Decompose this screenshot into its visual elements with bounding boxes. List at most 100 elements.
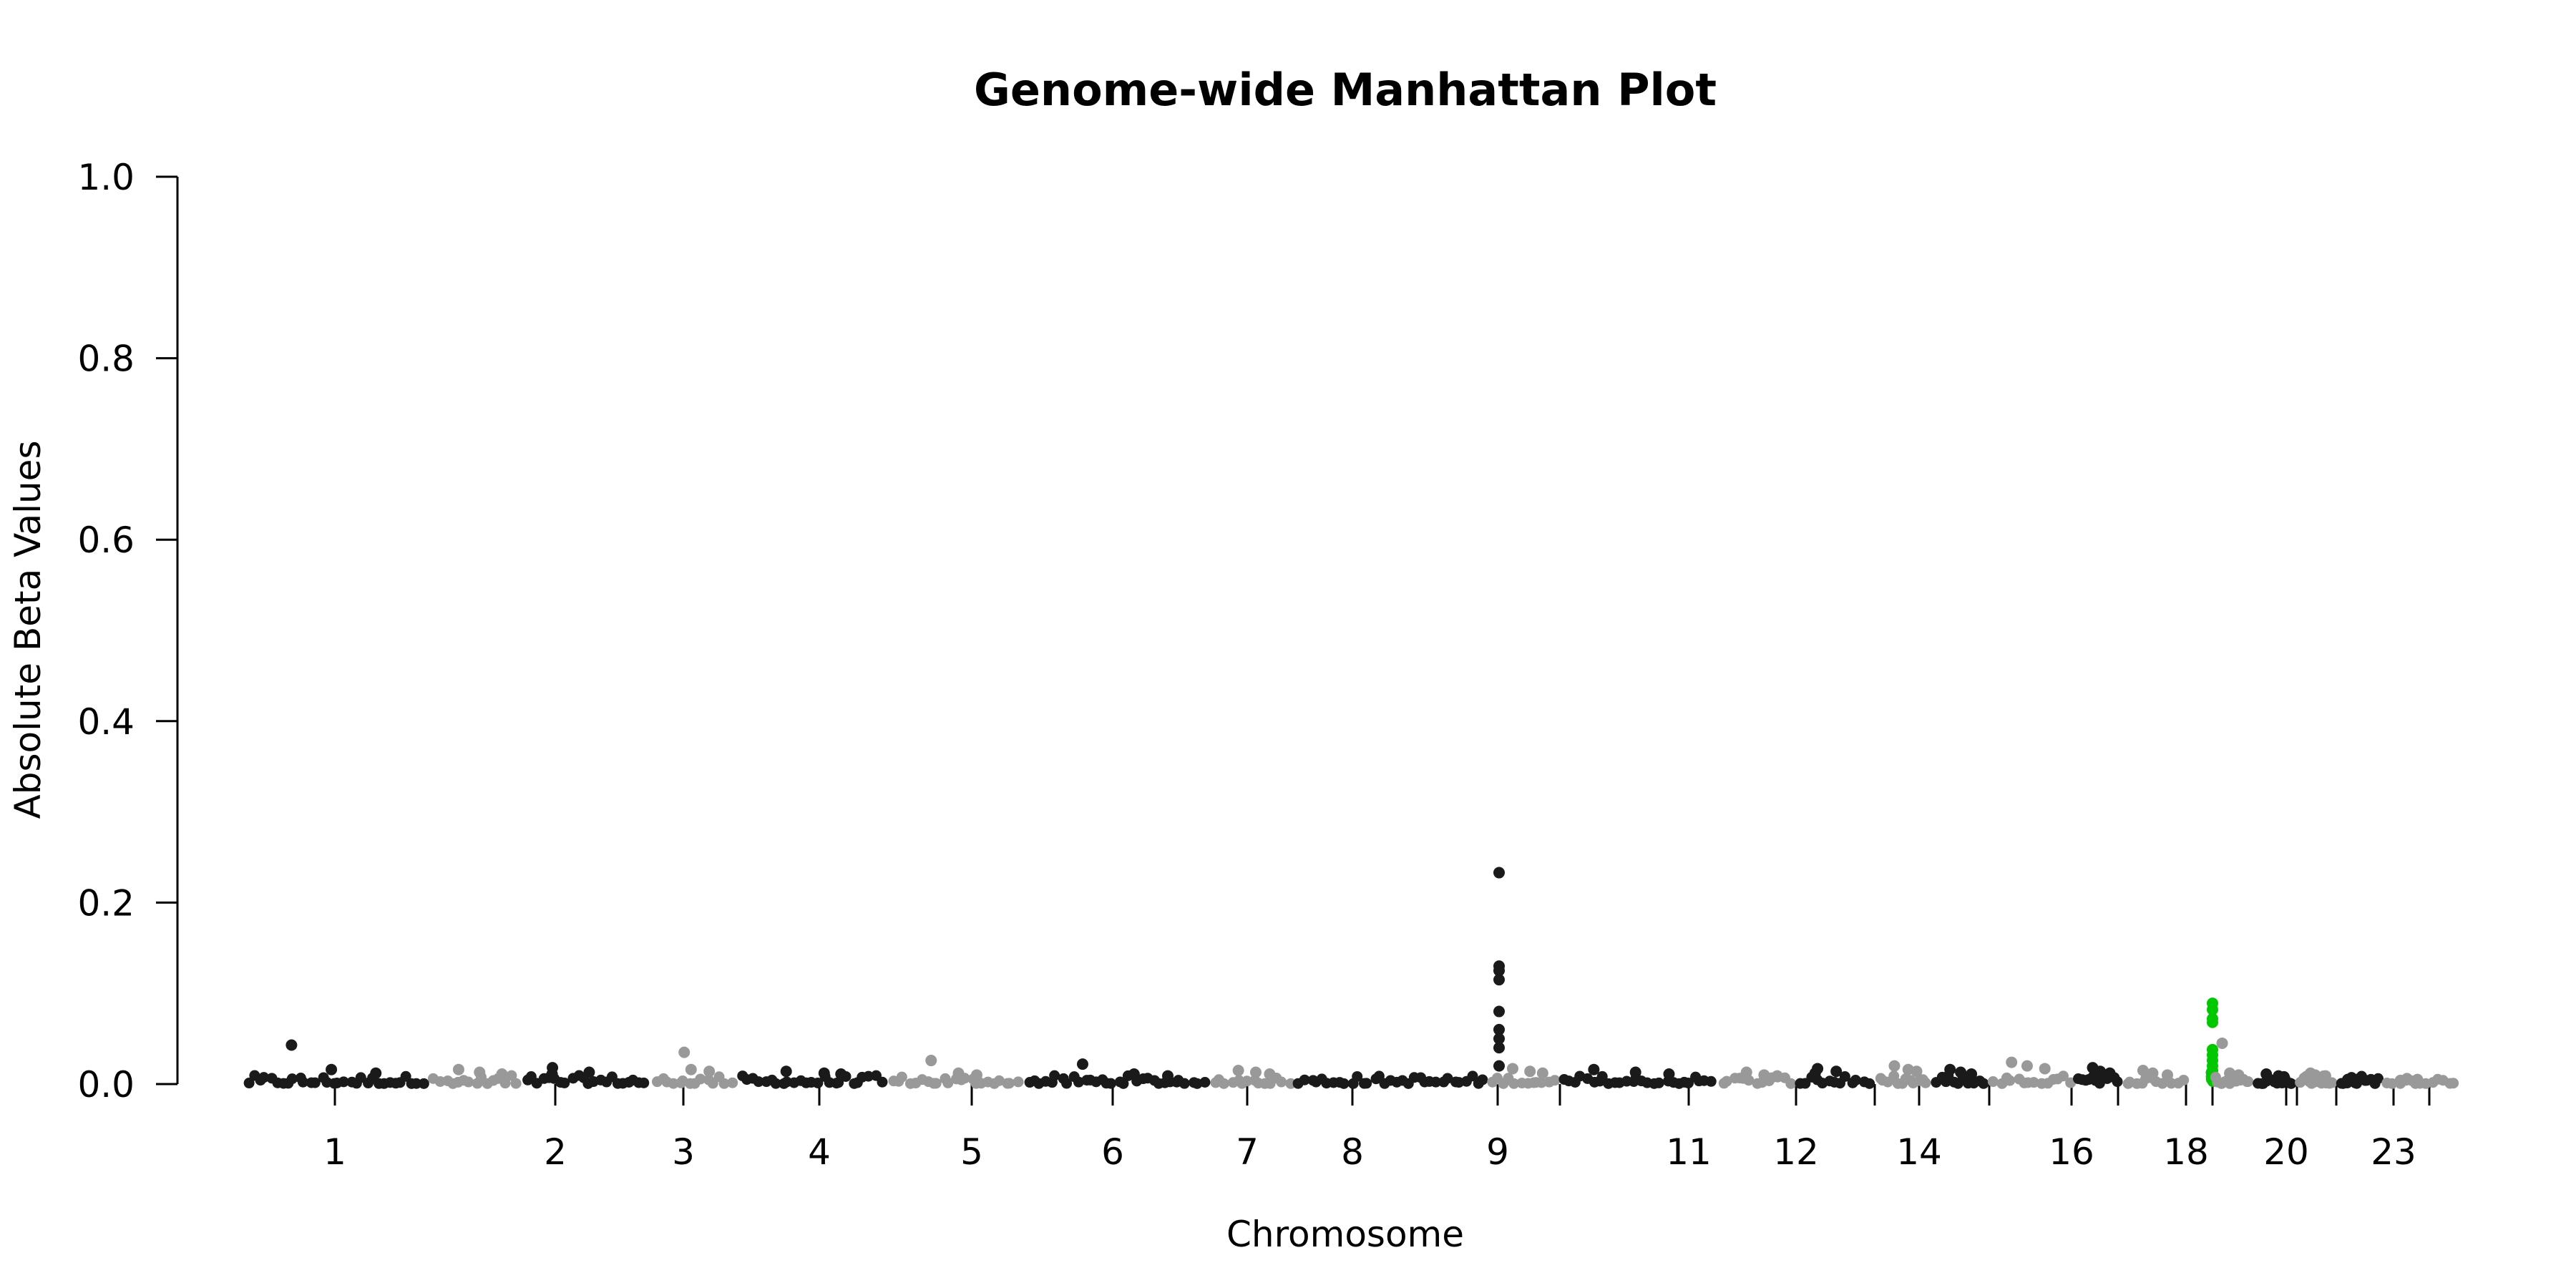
data-point <box>2137 1064 2149 1076</box>
data-point <box>1162 1070 1174 1082</box>
data-point <box>506 1070 517 1081</box>
data-point <box>1850 1075 1861 1086</box>
x-tick-label: 5 <box>960 1131 983 1173</box>
data-point <box>1588 1063 1600 1075</box>
data-point <box>925 1055 937 1067</box>
data-point <box>2207 1004 2218 1016</box>
data-point <box>463 1076 474 1088</box>
data-point <box>2411 1073 2424 1085</box>
data-point <box>1864 1078 1875 1089</box>
data-point <box>243 1078 255 1089</box>
x-tick-label: 11 <box>1666 1131 1712 1173</box>
data-point <box>1839 1070 1850 1082</box>
data-point <box>678 1046 691 1058</box>
data-point <box>1493 1060 1505 1072</box>
data-point <box>1467 1070 1478 1082</box>
data-point <box>703 1065 716 1078</box>
data-point <box>1199 1077 1211 1088</box>
data-point <box>2224 1067 2236 1079</box>
data-point <box>1740 1066 1752 1078</box>
data-point <box>727 1077 738 1088</box>
data-point <box>2342 1073 2354 1085</box>
data-point <box>993 1075 1005 1086</box>
data-point <box>1430 1076 1442 1088</box>
data-points <box>243 867 2459 1089</box>
data-point <box>812 1077 824 1088</box>
data-point <box>1073 1076 1084 1088</box>
data-point <box>1785 1078 1797 1089</box>
data-point <box>546 1068 558 1080</box>
x-axis-label: Chromosome <box>1226 1214 1464 1255</box>
data-point <box>2004 1075 2016 1086</box>
data-point <box>496 1068 508 1080</box>
x-tick-label: 7 <box>1236 1131 1259 1173</box>
data-point <box>1955 1066 1967 1078</box>
data-point <box>2233 1069 2245 1081</box>
data-point <box>1911 1065 1923 1078</box>
data-point <box>1276 1076 1287 1088</box>
y-tick-label: 0.2 <box>77 882 135 924</box>
data-point <box>1118 1078 1129 1089</box>
data-point <box>1218 1078 1229 1089</box>
x-tick-label: 1 <box>323 1131 346 1173</box>
data-point <box>1493 974 1505 986</box>
data-point <box>2309 1069 2321 1081</box>
data-point <box>952 1067 965 1079</box>
data-point <box>1629 1066 1641 1078</box>
x-tick-label: 2 <box>544 1131 567 1173</box>
data-point <box>1653 1077 1664 1088</box>
data-point <box>1830 1065 1843 1078</box>
data-point <box>411 1078 422 1089</box>
data-point <box>1128 1068 1140 1080</box>
data-point <box>1076 1058 1088 1070</box>
y-tick-label: 0.0 <box>77 1064 135 1106</box>
data-point <box>835 1068 847 1080</box>
data-point <box>297 1076 308 1088</box>
data-point <box>559 1077 570 1088</box>
x-tick-label: 3 <box>672 1131 695 1173</box>
data-point <box>2260 1068 2273 1080</box>
data-point <box>2353 1073 2366 1085</box>
data-point <box>2147 1067 2159 1079</box>
data-point <box>2104 1067 2116 1079</box>
data-point <box>1361 1078 1372 1089</box>
data-point <box>510 1078 522 1089</box>
data-point <box>286 1073 298 1085</box>
x-tick-label: 18 <box>2163 1131 2209 1173</box>
data-point <box>1596 1070 1608 1082</box>
data-point <box>1809 1067 1821 1079</box>
data-point <box>1232 1064 1244 1076</box>
data-point <box>2112 1076 2123 1088</box>
x-tick-label: 20 <box>2263 1131 2309 1173</box>
data-point <box>1771 1070 1783 1082</box>
data-point <box>1249 1066 1262 1078</box>
y-tick-label: 1.0 <box>77 157 135 198</box>
data-point <box>1338 1078 1350 1089</box>
data-point <box>1003 1078 1015 1089</box>
data-point <box>452 1063 464 1075</box>
data-point <box>1508 1078 1520 1089</box>
data-point <box>1966 1068 1978 1080</box>
data-point <box>1241 1075 1253 1087</box>
y-tick-label: 0.6 <box>77 519 135 561</box>
data-point <box>1683 1078 1694 1089</box>
data-point <box>2373 1073 2384 1084</box>
data-point <box>370 1067 382 1079</box>
x-tick-label: 14 <box>1896 1131 1942 1173</box>
x-tick-label: 23 <box>2371 1131 2416 1173</box>
data-point <box>685 1063 697 1075</box>
data-point <box>1049 1070 1060 1081</box>
data-point <box>1264 1068 1276 1080</box>
data-point <box>326 1063 338 1075</box>
data-point <box>833 1077 844 1088</box>
data-point <box>355 1072 366 1083</box>
data-point <box>2207 1016 2218 1028</box>
data-point <box>1536 1077 1547 1088</box>
x-tick-label: 6 <box>1101 1131 1124 1173</box>
y-axis-label: Absolute Beta Values <box>7 441 49 819</box>
data-point <box>474 1066 486 1078</box>
x-tick-label: 16 <box>2049 1131 2094 1173</box>
data-point <box>818 1067 830 1079</box>
x-axis: 1 2 3 4 5 6 7 8 9 11 12 14 16 18 20 23 <box>323 1084 2431 1173</box>
